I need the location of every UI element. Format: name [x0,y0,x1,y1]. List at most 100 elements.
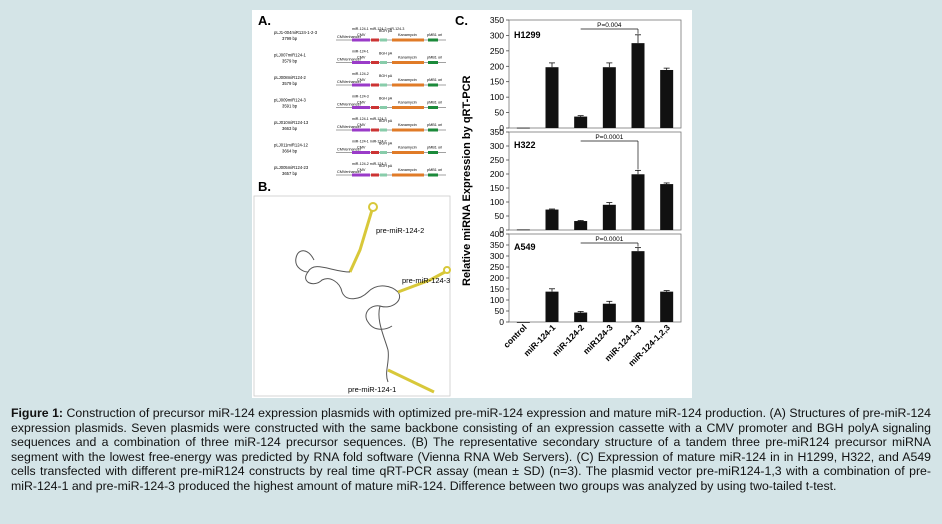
caption-label: Figure 1: [11,406,64,420]
x-tick-label: miR-124-2 [550,322,586,358]
y-tick-label: 200 [490,169,504,179]
feature-kanamycin: Kanamycin [398,101,417,105]
y-tick-label: 0 [499,317,504,327]
label-pre-mir-124-3: pre-miR-124-3 [402,276,450,285]
feature-promoter: CMV [357,146,366,150]
y-tick-label: 200 [490,273,504,283]
bar [660,184,674,230]
y-tick-label: 350 [490,15,504,25]
feature-kanamycin: Kanamycin [398,33,417,37]
cmv-segment [352,38,370,42]
feature-ori: pMB1 ori [427,123,442,127]
feature-enhancer: CMVenhancer [337,125,362,129]
y-tick-label: 0 [499,123,504,133]
polya-segment [380,83,387,87]
label-pre-mir-124-1: pre-miR-124-1 [348,385,396,394]
chart-title: A549 [514,242,536,252]
y-axis-label: Relative miRNA Expression by qRT-PCR [461,75,473,286]
plasmid-size: 3799 bp [282,36,298,41]
feature-promoter: CMV [357,168,366,172]
y-tick-label: 250 [490,155,504,165]
feature-polya: BGH pA [379,97,393,101]
p-value-label: P=0.0001 [595,134,623,141]
y-tick-label: 100 [490,197,504,207]
polya-segment [380,38,387,42]
kanamycin-segment [392,151,424,154]
cmv-segment [352,151,370,154]
feature-ori: pMB1 ori [427,78,442,82]
y-tick-label: 50 [495,211,505,221]
kanamycin-segment [392,83,424,87]
insert-segment [371,151,379,154]
ori-segment [428,61,438,64]
kanamycin-segment [392,128,424,132]
cmv-segment [352,61,370,64]
feature-kanamycin: Kanamycin [398,78,417,82]
feature-enhancer: CMVenhancer [337,80,362,84]
feature-promoter: CMV [357,33,366,37]
y-tick-label: 100 [490,92,504,102]
feature-ori: pMB1 ori [427,146,442,150]
kanamycin-segment [392,173,424,177]
feature-enhancer: CMVenhancer [337,103,362,107]
y-tick-label: 200 [490,61,504,71]
insert-segment [371,38,379,42]
p-value-label: P=0.0001 [595,236,623,243]
ori-segment [428,173,438,177]
bar [631,174,645,230]
kanamycin-segment [392,61,424,64]
chart-frame [508,19,682,129]
polya-segment [380,173,387,177]
chart-frame [508,131,682,231]
y-tick-label: 150 [490,284,504,294]
x-tick-label: control [501,322,528,349]
bar [574,116,588,128]
ori-segment [428,151,438,154]
plasmid-name: pLJ005miR124-23 [274,165,309,170]
polya-segment [380,128,387,132]
plasmid-name: pLJ009miR124-3 [274,98,307,103]
y-tick-label: 50 [495,306,505,316]
plasmid-name: pLJ010miR124-13 [274,120,309,125]
feature-promoter: CMV [357,101,366,105]
chart-title: H322 [514,140,536,150]
bar [516,322,530,323]
bar [574,312,588,322]
insert-label: miR-124-1 miR-124-2 miR-124-3 [352,27,404,31]
y-tick-label: 300 [490,30,504,40]
insert-label: miR-124-3 [352,95,369,99]
feature-polya: BGH pA [379,29,393,33]
panel-label-c: C. [455,13,468,28]
insert-label: miR-124-1 [352,50,369,54]
insert-segment [371,173,379,177]
rna-secondary-structure: pre-miR-124-2 pre-miR-124-3 pre-miR-124-… [253,195,451,397]
chart-title: H1299 [514,30,541,40]
y-tick-label: 100 [490,295,504,305]
kanamycin-segment [392,106,424,109]
feature-promoter: CMV [357,56,366,60]
feature-polya: BGH pA [379,52,393,56]
y-tick-label: 150 [490,77,504,87]
bar [602,303,616,322]
cmv-segment [352,83,370,87]
insert-segment [371,61,379,64]
ori-segment [428,106,438,109]
panel-label-a: A. [258,13,271,28]
feature-enhancer: CMVenhancer [337,170,362,174]
y-tick-label: 300 [490,141,504,151]
y-tick-label: 350 [490,127,504,137]
feature-kanamycin: Kanamycin [398,123,417,127]
y-tick-label: 0 [499,225,504,235]
feature-ori: pMB1 ori [427,56,442,60]
plasmid-size: 3664 bp [282,149,298,154]
p-value-label: P=0.004 [597,22,622,29]
plasmid-size: 3579 bp [282,59,298,64]
feature-polya: BGH pA [379,142,393,146]
feature-promoter: CMV [357,123,366,127]
y-tick-label: 150 [490,183,504,193]
ori-segment [428,128,438,132]
caption-text: Construction of precursor miR-124 expres… [11,406,931,493]
bar [545,209,559,230]
